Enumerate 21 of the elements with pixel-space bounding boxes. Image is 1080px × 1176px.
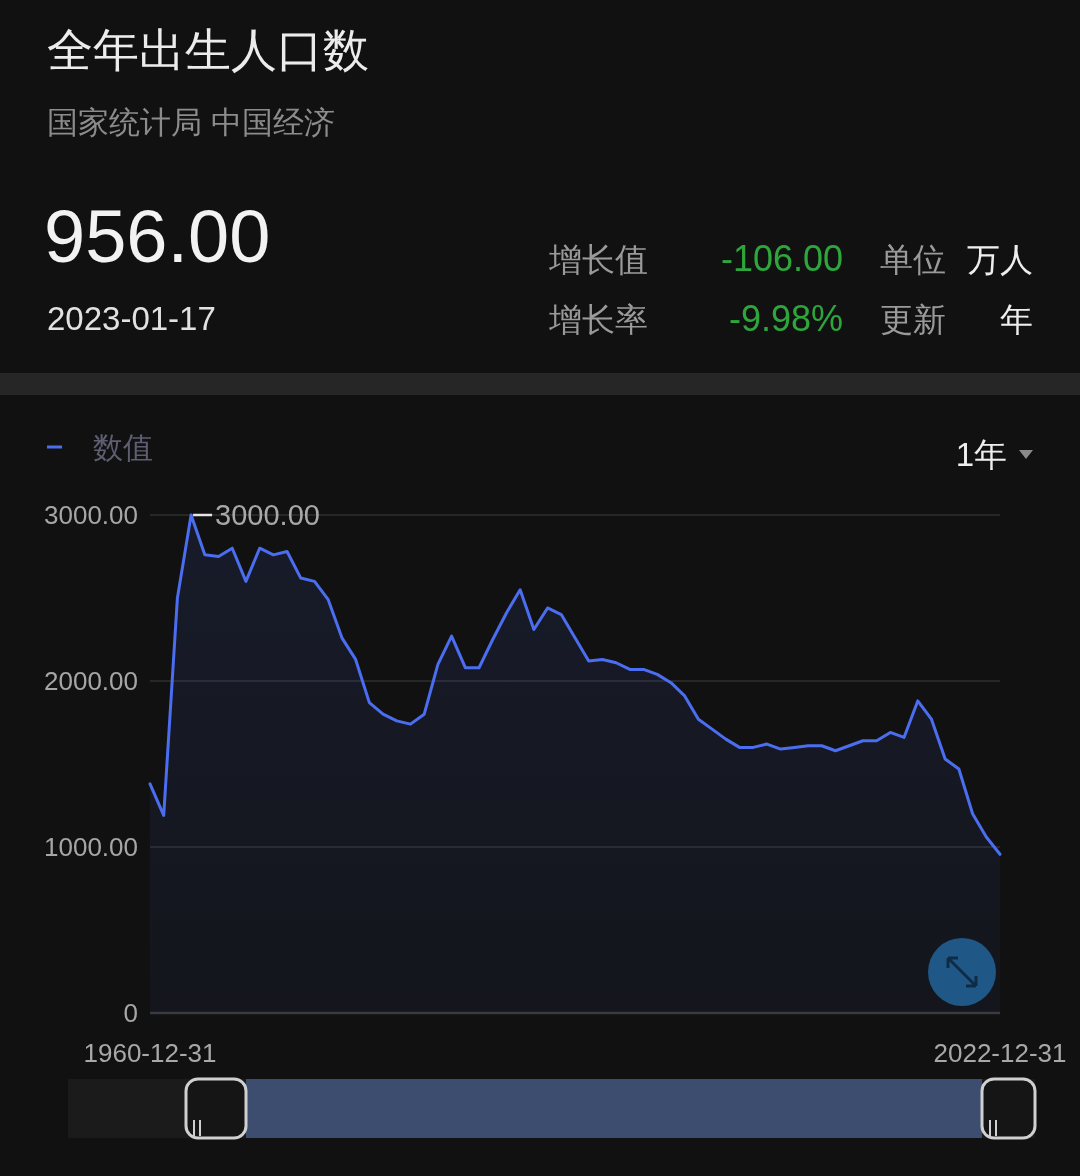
y-tick-label: 1000.00: [44, 832, 138, 862]
text: 1年: [955, 436, 1007, 473]
text: -9.98%: [728, 298, 843, 339]
text: 956.00: [44, 195, 271, 278]
text: 增长率: [548, 301, 648, 338]
x-tick-label: 2022-12-31: [933, 1038, 1067, 1068]
text: 年: [1000, 301, 1033, 338]
text: 单位: [880, 241, 946, 278]
text: -106.00: [720, 238, 843, 279]
annotation: 3000.00: [215, 499, 320, 531]
text: 更新: [880, 301, 946, 338]
text: 万人: [967, 241, 1033, 278]
text: 国家统计局 中国经济: [47, 105, 335, 140]
text: 全年出生人口数: [47, 24, 369, 76]
x-tick-label: 1960-12-31: [83, 1038, 217, 1068]
text: 2023-01-17: [47, 300, 216, 337]
y-tick-label: 3000.00: [44, 500, 138, 530]
y-tick-label: 2000.00: [44, 666, 138, 696]
text: 增长值: [548, 241, 648, 278]
legend-label: 数值: [93, 431, 153, 464]
y-tick-label: 0: [123, 998, 138, 1028]
